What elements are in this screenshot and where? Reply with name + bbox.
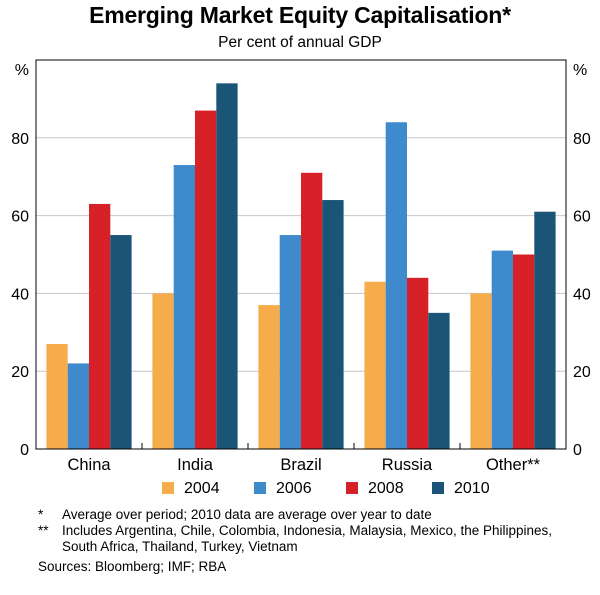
footnote-2-mark: ** xyxy=(38,523,49,538)
y-tick-right-0: 0 xyxy=(573,442,582,459)
sources: Sources: Bloomberg; IMF; RBA xyxy=(38,559,227,574)
bar-china-2008 xyxy=(89,203,111,449)
y-tick-left-40: 40 xyxy=(11,286,29,303)
legend-swatch-2006 xyxy=(254,482,266,494)
legend-label-2008: 2008 xyxy=(368,480,404,497)
bar-other-2006 xyxy=(491,250,513,449)
y-unit-left: % xyxy=(15,62,29,79)
y-unit-right: % xyxy=(573,62,587,79)
chart-subtitle: Per cent of annual GDP xyxy=(218,34,382,51)
footnote-1: * Average over period; 2010 data are ave… xyxy=(38,507,562,523)
x-label-brazil: Brazil xyxy=(280,456,321,474)
bar-russia-2006 xyxy=(385,122,407,450)
bar-brazil-2008 xyxy=(301,172,323,449)
bar-china-2004 xyxy=(46,343,68,449)
y-tick-left-60: 60 xyxy=(11,209,29,226)
bar-china-2010 xyxy=(110,235,132,449)
legend-label-2010: 2010 xyxy=(454,480,490,497)
y-tick-right-20: 20 xyxy=(573,364,591,381)
legend-label-2004: 2004 xyxy=(184,480,220,497)
bar-other-2010 xyxy=(534,211,556,449)
bar-russia-2010 xyxy=(428,312,450,449)
bar-russia-2008 xyxy=(407,277,429,449)
legend-swatch-2008 xyxy=(346,482,358,494)
bar-russia-2004 xyxy=(364,281,386,449)
y-tick-left-80: 80 xyxy=(11,131,29,148)
footnote-2: ** Includes Argentina, Chile, Colombia, … xyxy=(38,523,562,555)
bar-india-2004 xyxy=(152,293,174,449)
x-label-russia: Russia xyxy=(382,456,433,474)
bar-china-2006 xyxy=(67,363,89,449)
bar-india-2006 xyxy=(173,165,195,449)
y-tick-left-0: 0 xyxy=(20,442,29,459)
y-tick-right-60: 60 xyxy=(573,209,591,226)
legend-swatch-2004 xyxy=(162,482,174,494)
bar-india-2010 xyxy=(216,83,238,449)
footnote-2-text: Includes Argentina, Chile, Colombia, Ind… xyxy=(62,523,553,554)
footnotes: * Average over period; 2010 data are ave… xyxy=(38,507,562,555)
plot-frame xyxy=(35,59,567,450)
bar-india-2008 xyxy=(195,110,217,449)
legend-label-2006: 2006 xyxy=(276,480,312,497)
legend-swatch-2010 xyxy=(432,482,444,494)
footnote-1-text: Average over period; 2010 data are avera… xyxy=(62,507,432,522)
chart-title: Emerging Market Equity Capitalisation* xyxy=(89,2,511,28)
bar-other-2004 xyxy=(470,293,492,449)
y-tick-right-40: 40 xyxy=(573,286,591,303)
bar-other-2008 xyxy=(513,254,535,449)
x-label-other: Other** xyxy=(486,456,541,474)
bar-brazil-2010 xyxy=(322,200,344,449)
x-label-india: India xyxy=(177,456,214,474)
footnote-1-mark: * xyxy=(38,507,44,522)
y-tick-left-20: 20 xyxy=(11,364,29,381)
x-label-china: China xyxy=(67,456,111,474)
bar-brazil-2004 xyxy=(258,305,280,449)
y-tick-right-80: 80 xyxy=(573,131,591,148)
bar-brazil-2006 xyxy=(279,235,301,449)
